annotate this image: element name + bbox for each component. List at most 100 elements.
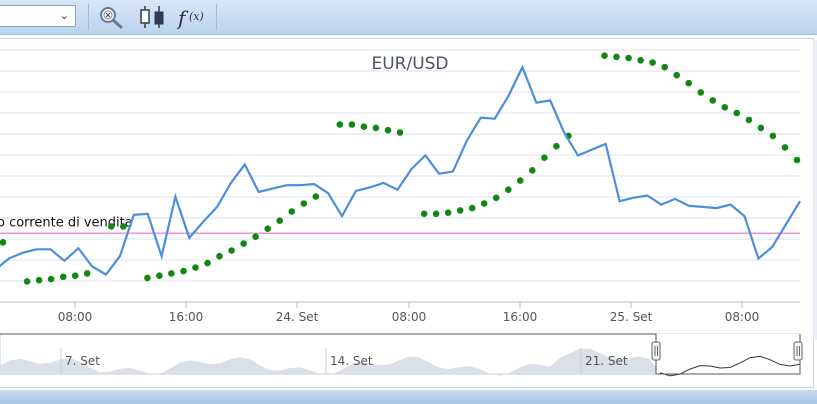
navigator-labels: 7. Set 14. Set 21. Set [60, 348, 628, 374]
toolbar-divider [216, 4, 217, 30]
bottom-bar [0, 390, 817, 404]
chart-title: EUR/USD [371, 54, 448, 74]
navigator-area [0, 348, 800, 376]
navigator-handle-grip [793, 341, 803, 361]
indicator-dot [517, 177, 524, 184]
indicator-dot [252, 233, 259, 240]
indicator-dot [83, 270, 91, 277]
indicator-dot [649, 59, 656, 66]
indicator-dot [685, 79, 692, 87]
indicator-dot [348, 121, 356, 128]
indicator-dot [468, 204, 476, 212]
indicator-dot [456, 207, 464, 214]
indicator-dot [156, 272, 163, 280]
toolbar-divider [88, 4, 89, 30]
indicator-dot [192, 264, 199, 271]
indicator-dot [721, 104, 729, 111]
chart-panel [0, 38, 814, 388]
indicator-dot [59, 273, 67, 281]
navigator-handle-grip [651, 341, 661, 361]
indicator-dot [505, 186, 512, 193]
x-tick-label: 08:00 [392, 310, 427, 324]
indicator-dot [228, 247, 235, 254]
chart-toolbar: ⌄ f (x) [0, 0, 817, 35]
x-tick-label: 08:00 [58, 310, 93, 324]
reference-line-label: o corrente di vendita [0, 215, 133, 230]
indicator-dot [360, 123, 368, 130]
magnifier-x-icon [100, 7, 123, 30]
vertical-scrollbar[interactable] [813, 40, 817, 340]
x-tick-label: 16:00 [503, 310, 538, 324]
indicator-dots [0, 52, 801, 285]
indicator-dot [240, 240, 247, 247]
indicator-dot [204, 259, 211, 267]
indicator-dot [733, 109, 741, 117]
indicator-dot [480, 200, 488, 207]
grid-lines [0, 49, 800, 303]
indicator-dot [35, 276, 43, 284]
indicator-dot [637, 57, 644, 64]
indicator-dot [541, 154, 548, 161]
zoom-reset-button[interactable] [94, 3, 130, 31]
navigator-label: 14. Set [330, 354, 373, 368]
x-tick-label: 08:00 [725, 310, 760, 324]
indicator-dot [396, 129, 404, 136]
indicator-dot [180, 267, 187, 275]
x-tick-label: 25. Set [610, 310, 653, 324]
indicator-dot [71, 272, 79, 280]
indicators-button[interactable]: f (x) [176, 3, 214, 31]
navigator[interactable]: 7. Set 14. Set 21. Set [0, 333, 803, 377]
indicator-dot [781, 144, 789, 151]
indicator-dot [47, 275, 55, 283]
indicator-dot [757, 124, 765, 132]
symbol-select[interactable]: ⌄ [0, 5, 76, 27]
indicator-dot [312, 193, 320, 200]
indicator-dot [444, 209, 452, 216]
price-line [0, 64, 801, 276]
indicator-dot [529, 167, 536, 174]
chart-type-button[interactable] [136, 3, 170, 31]
x-tick-label: 24. Set [276, 310, 319, 324]
candlestick-icon [140, 6, 164, 28]
indicator-dot [709, 97, 717, 104]
indicator-dot [168, 270, 175, 277]
indicator-dot [0, 239, 7, 246]
indicator-dot [625, 54, 632, 62]
indicator-dot [288, 208, 296, 215]
navigator-label: 21. Set [585, 354, 628, 368]
x-tick-label: 16:00 [169, 310, 204, 324]
indicator-dot [264, 225, 272, 232]
indicator-dot [601, 52, 608, 59]
indicator-dot [384, 126, 392, 134]
indicator-dot [492, 194, 500, 202]
indicator-dot [420, 210, 428, 218]
indicator-dot [144, 274, 151, 282]
indicator-dot [108, 223, 115, 230]
indicator-dot [793, 156, 801, 164]
indicator-dot [661, 63, 668, 71]
indicator-dot [23, 278, 31, 285]
indicator-dot [276, 217, 284, 224]
indicator-dot [769, 132, 777, 140]
chart-canvas[interactable]: o corrente di vendita EUR/USD 08:00 16:00… [0, 0, 817, 390]
x-axis-ticks: 08:00 16:00 24. Set 08:00 16:00 25. Set 08:00 [58, 302, 760, 324]
indicator-dot [300, 200, 308, 207]
indicator-dot [372, 124, 380, 132]
indicator-dot [553, 142, 560, 150]
indicator-dot [613, 53, 620, 61]
indicator-dot [432, 210, 440, 218]
indicator-dot [120, 223, 127, 230]
svg-text:(x): (x) [189, 10, 204, 23]
indicator-dot [745, 116, 753, 124]
indicator-dot [697, 89, 705, 96]
navigator-handle[interactable] [793, 341, 803, 361]
chevron-down-icon: ⌄ [59, 9, 69, 22]
navigator-label: 7. Set [65, 354, 100, 368]
navigator-handle[interactable] [651, 341, 661, 361]
navigator-selection-line [659, 355, 801, 377]
indicator-dot [673, 71, 680, 79]
navigator-handles[interactable] [651, 341, 803, 361]
indicator-dot [216, 252, 223, 260]
navigator-outline [0, 333, 801, 375]
indicator-dot [336, 121, 344, 128]
